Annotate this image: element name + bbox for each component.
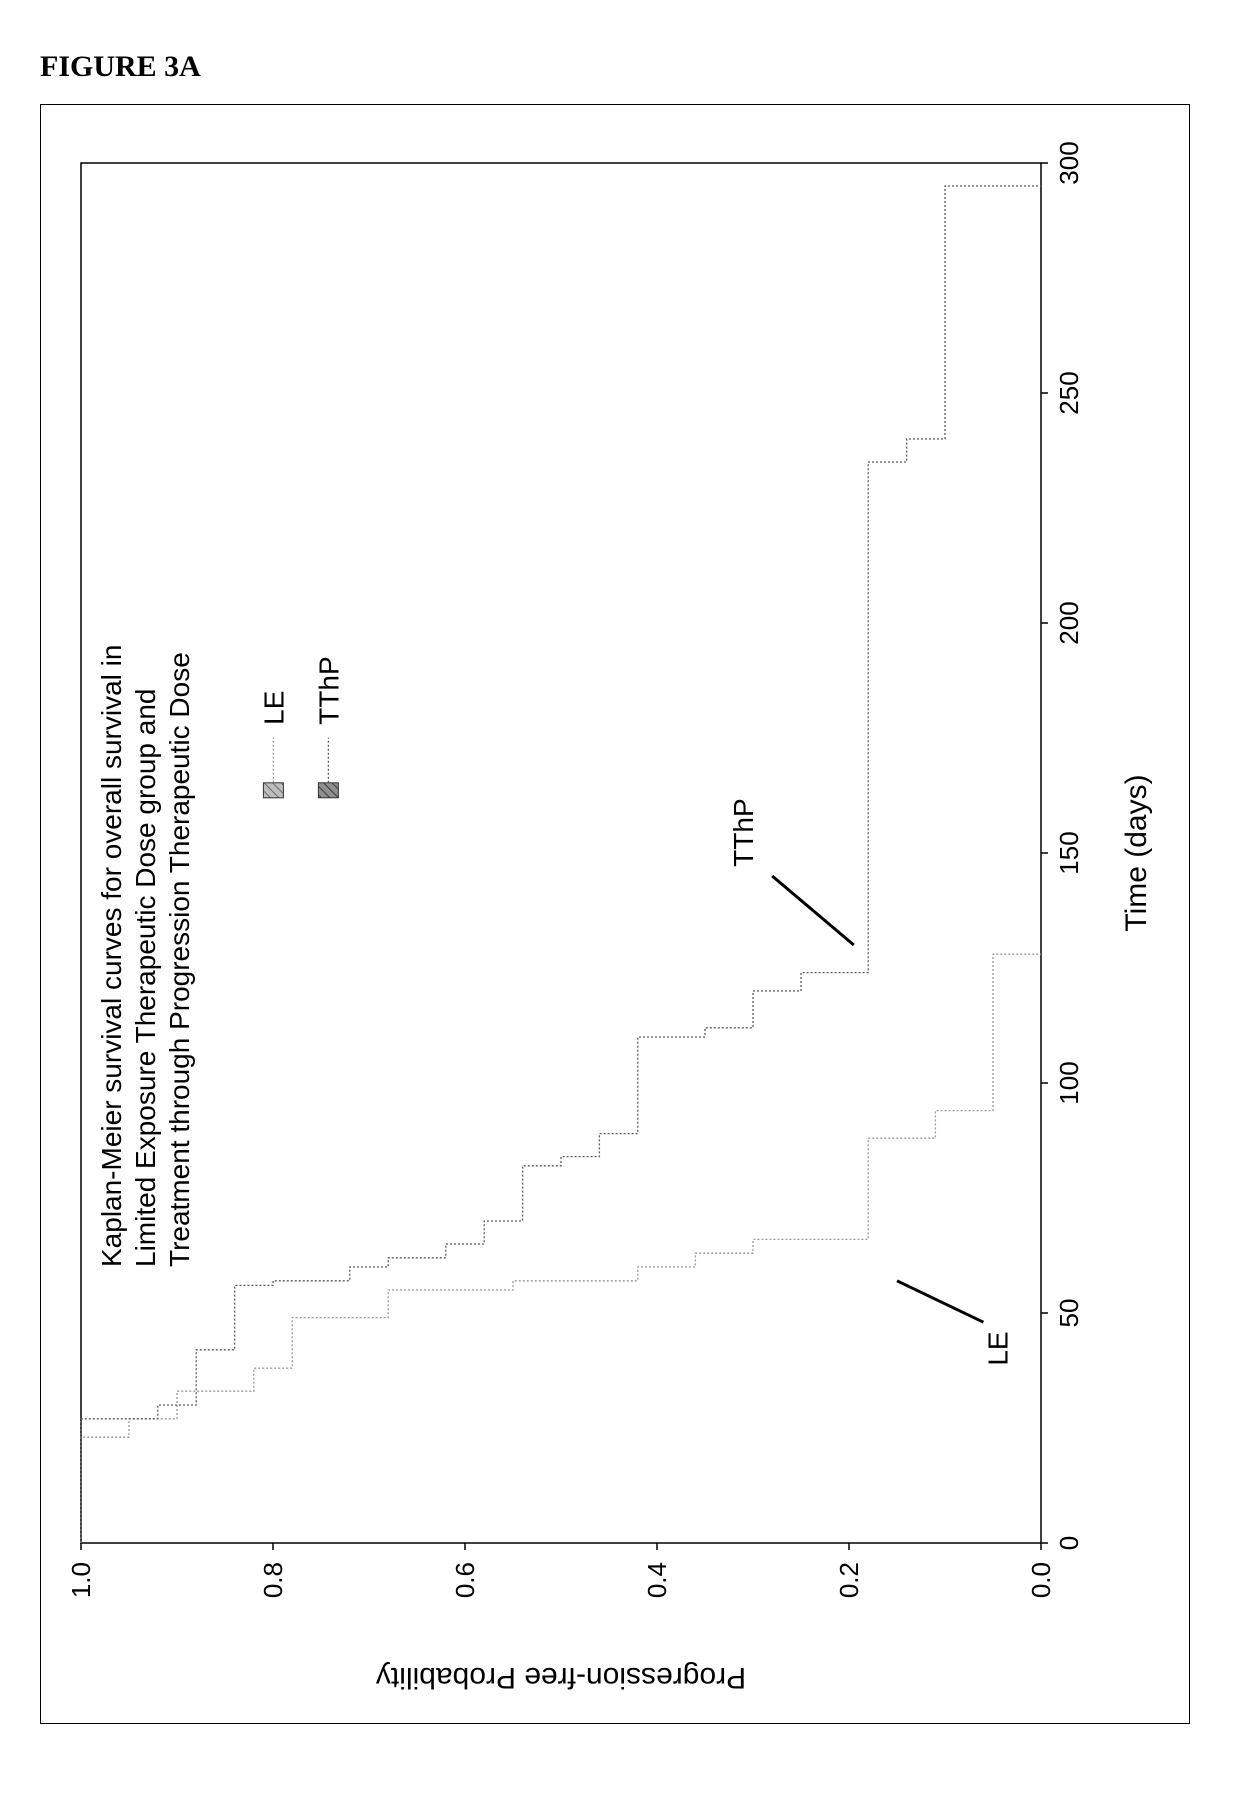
titles: Kaplan-Meier survival curves for overall…	[96, 645, 195, 1267]
page: FIGURE 3A 0 50 100 150 200 250 300	[0, 0, 1240, 1807]
legend-label-LE: LE	[258, 691, 289, 725]
svg-text:50: 50	[1054, 1299, 1084, 1328]
x-axis-label: Time (days)	[1120, 774, 1153, 931]
svg-text:0.4: 0.4	[642, 1562, 672, 1598]
legend-label-TThP: TThP	[313, 656, 344, 724]
y-axis-label: Progression-free Probability	[376, 1661, 746, 1694]
svg-text:300: 300	[1054, 141, 1084, 184]
svg-text:150: 150	[1054, 831, 1084, 874]
svg-text:0.0: 0.0	[1026, 1562, 1056, 1598]
svg-text:250: 250	[1054, 371, 1084, 414]
km-chart-svg: 0 50 100 150 200 250 300 0.0 0.2 0.4 0.6 0.8 1.0 LE…	[41, 103, 1191, 1723]
x-ticks: 0 50 100 150 200 250 300	[1041, 141, 1084, 1550]
plot-area	[81, 163, 1041, 1543]
figure-label: FIGURE 3A	[40, 50, 1200, 84]
svg-text:0.2: 0.2	[834, 1562, 864, 1598]
callout-label-TThP: TThP	[728, 798, 759, 866]
svg-text:0: 0	[1054, 1536, 1084, 1550]
svg-text:100: 100	[1054, 1061, 1084, 1104]
chart-title-line: Kaplan-Meier survival curves for overall…	[96, 645, 127, 1267]
legend-swatch-LE	[263, 783, 283, 798]
callout-label-LE: LE	[982, 1331, 1013, 1365]
chart-frame: 0 50 100 150 200 250 300 0.0 0.2 0.4 0.6 0.8 1.0 LE…	[40, 104, 1190, 1724]
y-ticks: 0.0 0.2 0.4 0.6 0.8 1.0	[66, 1543, 1056, 1598]
svg-text:0.8: 0.8	[258, 1562, 288, 1598]
svg-text:1.0: 1.0	[66, 1562, 96, 1598]
chart-title-line: Limited Exposure Therapeutic Dose group …	[130, 689, 161, 1268]
legend-swatch-TThP	[318, 783, 338, 798]
chart-rotated-container: 0 50 100 150 200 250 300 0.0 0.2 0.4 0.6 0.8 1.0 LE…	[40, 104, 1190, 1724]
chart-title-line: Treatment through Progression Therapeuti…	[164, 652, 195, 1267]
svg-text:0.6: 0.6	[450, 1562, 480, 1598]
svg-text:200: 200	[1054, 601, 1084, 644]
